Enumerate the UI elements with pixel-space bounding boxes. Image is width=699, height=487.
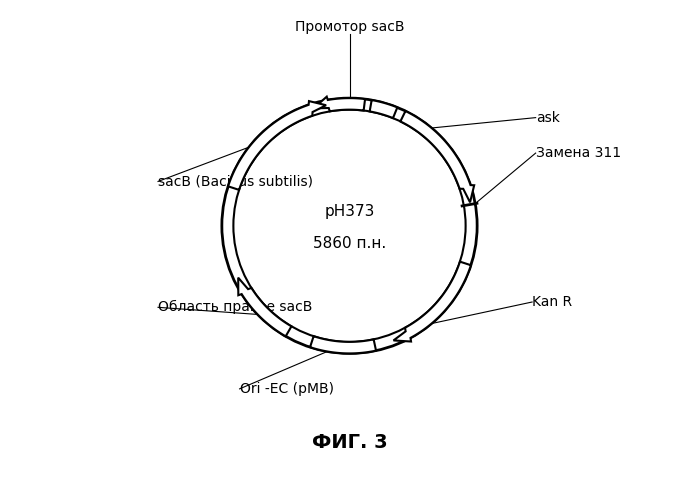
Text: 5860 п.н.: 5860 п.н.	[313, 236, 386, 251]
Text: ask: ask	[535, 111, 559, 125]
Text: Промотор sacB: Промотор sacB	[295, 20, 404, 34]
Polygon shape	[228, 101, 326, 190]
Text: sacB (Bacillus subtilis): sacB (Bacillus subtilis)	[158, 174, 313, 188]
Text: Kan R: Kan R	[532, 295, 572, 309]
Polygon shape	[238, 278, 291, 337]
Polygon shape	[314, 96, 365, 112]
Text: ФИГ. 3: ФИГ. 3	[312, 432, 387, 451]
Polygon shape	[394, 262, 471, 341]
Polygon shape	[310, 336, 376, 354]
Text: pH373: pH373	[324, 204, 375, 219]
Polygon shape	[401, 111, 474, 203]
Text: Область правее sacB: Область правее sacB	[158, 300, 312, 315]
Polygon shape	[370, 100, 397, 118]
Text: Ori -EC (pMB): Ori -EC (pMB)	[240, 382, 333, 396]
Text: Замена 311: Замена 311	[535, 146, 621, 160]
